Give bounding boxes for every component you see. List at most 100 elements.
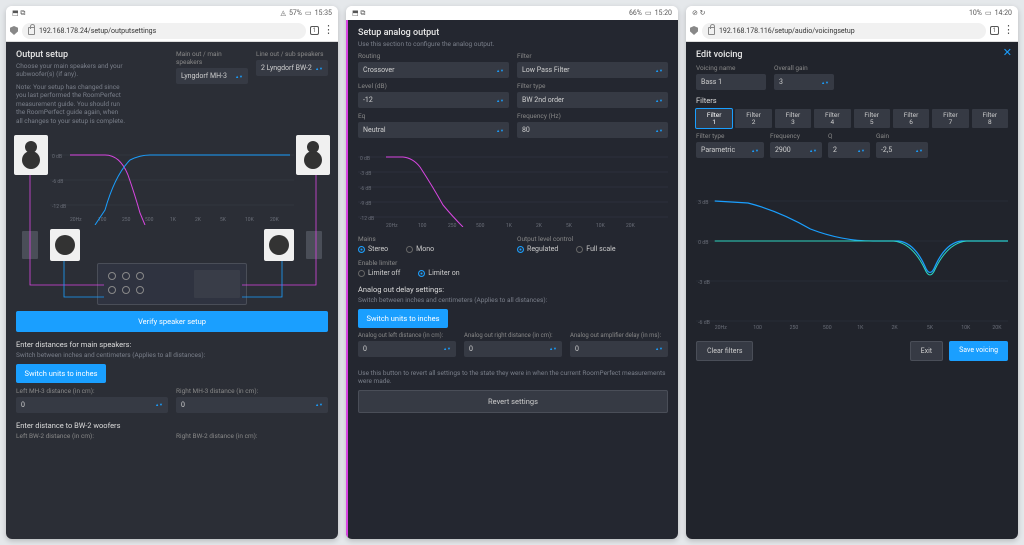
right-bw2-label: Right BW-2 distance (in cm): [176, 432, 328, 440]
line-out-select[interactable]: 2 Lyngdorf BW-2 ▲▼ [256, 60, 328, 76]
q-input[interactable]: 2▲▼ [828, 142, 870, 158]
voicing-name-input[interactable]: Bass 1 [696, 74, 766, 90]
limiter-on-radio[interactable]: Limiter on [418, 269, 459, 277]
filter-tabs: Filter1Filter2Filter3Filter4Filter5Filte… [696, 109, 1008, 128]
stepper-icon: ▲▼ [443, 346, 451, 351]
left-main-speaker-icon [14, 135, 48, 175]
limiter-label: Enable limiter [358, 259, 668, 267]
delay-header: Analog out delay settings: [358, 285, 668, 294]
filter-select[interactable]: Low Pass Filter▲▼ [517, 62, 668, 78]
overall-gain-input[interactable]: 3▲▼ [774, 74, 834, 90]
svg-text:1K: 1K [506, 223, 513, 227]
lock-icon [28, 27, 35, 35]
tab-count[interactable]: 1 [990, 26, 999, 35]
aol-left-input[interactable]: 0▲▼ [358, 341, 456, 357]
aol-right-input[interactable]: 0▲▼ [464, 341, 562, 357]
left-mh3-label: Left MH-3 distance (in cm): [16, 387, 168, 395]
svg-text:20K: 20K [626, 223, 636, 227]
filter-tab-5[interactable]: Filter5 [854, 109, 890, 128]
verify-speaker-button[interactable]: Verify speaker setup [16, 311, 328, 332]
filter-tab-4[interactable]: Filter4 [814, 109, 850, 128]
routing-select[interactable]: Crossover▲▼ [358, 62, 509, 78]
filter-tab-8[interactable]: Filter8 [972, 109, 1008, 128]
svg-text:-6 dB: -6 dB [360, 186, 371, 192]
left-mh3-input[interactable]: 0▲▼ [16, 397, 168, 413]
android-statusbar: ⊘ ↻ 10% ▭ 14:20 [686, 6, 1018, 20]
filter-tab-1[interactable]: Filter1 [696, 109, 732, 128]
switch-units-button[interactable]: Switch units to inches [358, 309, 448, 328]
mains-label: Mains [358, 235, 509, 243]
outlvl-regulated-radio[interactable]: Regulated [517, 245, 558, 253]
shield-icon[interactable] [10, 26, 18, 35]
delay-desc: Switch between inches and centimeters (A… [358, 296, 668, 304]
url-field[interactable]: 192.168.178.24/setup/outputsettings [22, 23, 306, 39]
svg-text:100: 100 [418, 223, 427, 227]
screenshot-1: ⬒ ⧉ ◬ 57% ▭ 15:35 192.168.178.24/setup/o… [6, 6, 338, 539]
battery-icon: ▭ [985, 9, 992, 17]
revert-button[interactable]: Revert settings [358, 390, 668, 413]
shield-icon[interactable] [690, 26, 698, 35]
stepper-icon: ▲▼ [655, 128, 663, 133]
svg-text:-12 dB: -12 dB [52, 204, 66, 210]
freq-input[interactable]: 2900▲▼ [770, 142, 822, 158]
svg-text:0 dB: 0 dB [360, 156, 370, 162]
page-title: Setup analog output [358, 28, 668, 38]
page-desc: Use this section to configure the analog… [358, 40, 668, 48]
overall-gain-label: Overall gain [774, 64, 834, 72]
main-out-select[interactable]: Lyngdorf MH-3 ▲▼ [176, 68, 248, 84]
stepper-icon: ▲▼ [549, 346, 557, 351]
right-mh3-label: Right MH-3 distance (in cm): [176, 387, 328, 395]
filter-type-select[interactable]: Parametric▲▼ [696, 142, 764, 158]
clear-filters-button[interactable]: Clear filters [696, 341, 753, 361]
svg-text:20K: 20K [992, 325, 1002, 331]
q-label: Q [828, 132, 870, 140]
clock: 15:20 [655, 9, 672, 17]
android-statusbar: ⬒ ⧉ ◬ 57% ▭ 15:35 [6, 6, 338, 20]
dist-main-desc: Switch between inches and centimeters (A… [16, 351, 328, 359]
select-arrows-icon: ▲▼ [655, 98, 663, 103]
gain-input[interactable]: -2,5▲▼ [876, 142, 928, 158]
mains-stereo-radio[interactable]: Stereo [358, 245, 388, 253]
switch-units-button[interactable]: Switch units to inches [16, 364, 106, 383]
stepper-icon: ▲▼ [857, 148, 865, 153]
menu-icon[interactable]: ⋮ [323, 28, 334, 32]
filter-tab-2[interactable]: Filter2 [735, 109, 771, 128]
filter-tab-6[interactable]: Filter6 [893, 109, 929, 128]
svg-text:500: 500 [823, 325, 832, 331]
filter-tab-7[interactable]: Filter7 [932, 109, 968, 128]
svg-text:10K: 10K [961, 325, 971, 331]
select-arrows-icon: ▲▼ [315, 66, 323, 71]
ftype-select[interactable]: BW 2nd order▲▼ [517, 92, 668, 108]
limiter-off-radio[interactable]: Limiter off [358, 269, 400, 277]
tab-count[interactable]: 1 [310, 26, 319, 35]
gain-label: Gain [876, 132, 928, 140]
right-mh3-input[interactable]: 0▲▼ [176, 397, 328, 413]
close-button[interactable]: ✕ [1003, 46, 1012, 59]
svg-text:20K: 20K [270, 217, 280, 223]
url-field[interactable]: 192.168.178.116/setup/audio/voicingsetup [702, 23, 986, 39]
aol-amp-input[interactable]: 0▲▼ [570, 341, 668, 357]
status-left: ⊘ ↻ [692, 9, 705, 17]
app-analog-output: Setup analog output Use this section to … [346, 20, 678, 539]
svg-text:20Hz: 20Hz [715, 325, 728, 331]
save-voicing-button[interactable]: Save voicing [949, 341, 1008, 361]
menu-icon[interactable]: ⋮ [1003, 28, 1014, 32]
freq-input[interactable]: 80▲▼ [517, 122, 668, 138]
eq-select[interactable]: Neutral▲▼ [358, 122, 509, 138]
eq-label: Eq [358, 112, 509, 120]
mains-mono-radio[interactable]: Mono [406, 245, 434, 253]
url-text: 192.168.178.116/setup/audio/voicingsetup [719, 27, 855, 35]
exit-button[interactable]: Exit [910, 341, 943, 361]
svg-text:1K: 1K [170, 217, 177, 223]
outlvl-full-radio[interactable]: Full scale [576, 245, 615, 253]
aol-amp-label: Analog out amplifier delay (in ms): [570, 332, 668, 339]
level-input[interactable]: -12▲▼ [358, 92, 509, 108]
svg-text:-9 dB: -9 dB [360, 201, 371, 207]
stepper-icon: ▲▼ [155, 402, 163, 407]
svg-text:5K: 5K [927, 325, 934, 331]
browser-urlbar: 192.168.178.116/setup/audio/voicingsetup… [686, 20, 1018, 42]
svg-text:10K: 10K [245, 217, 255, 223]
screenshot-2: ⬒ ⧉ 66% ▭ 15:20 Setup analog output Use … [346, 6, 678, 539]
filter-tab-3[interactable]: Filter3 [775, 109, 811, 128]
svg-text:250: 250 [790, 325, 799, 331]
